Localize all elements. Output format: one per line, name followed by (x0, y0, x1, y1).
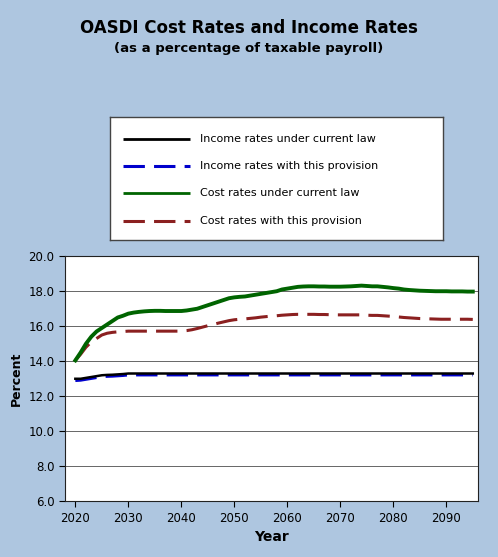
Text: Cost rates under current law: Cost rates under current law (200, 188, 359, 198)
Text: Cost rates with this provision: Cost rates with this provision (200, 216, 362, 226)
X-axis label: Year: Year (254, 530, 289, 544)
Text: Income rates under current law: Income rates under current law (200, 134, 375, 144)
Text: (as a percentage of taxable payroll): (as a percentage of taxable payroll) (115, 42, 383, 55)
Text: Income rates with this provision: Income rates with this provision (200, 161, 378, 171)
Text: OASDI Cost Rates and Income Rates: OASDI Cost Rates and Income Rates (80, 19, 418, 37)
Y-axis label: Percent: Percent (9, 351, 22, 406)
